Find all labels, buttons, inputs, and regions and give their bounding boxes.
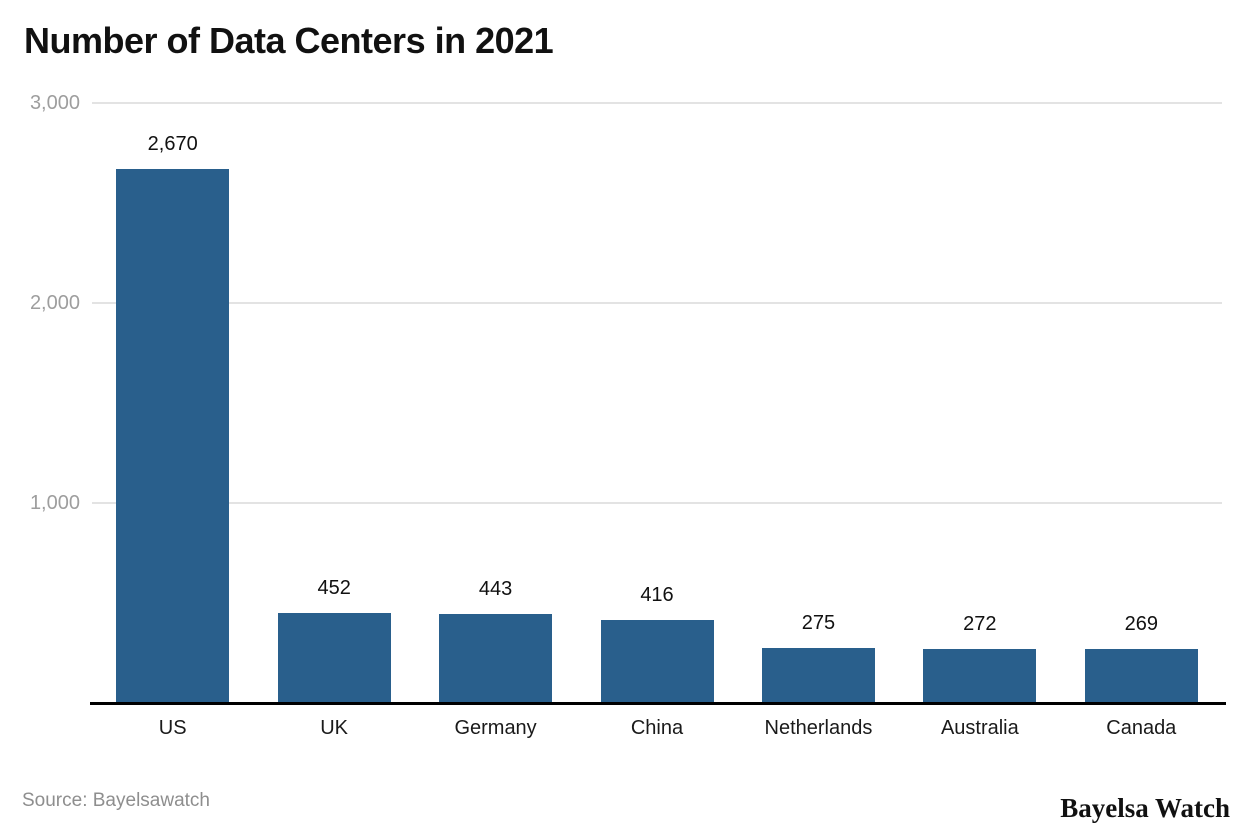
value-label-Netherlands: 275 [801, 612, 836, 634]
x-axis-label-Germany: Germany [454, 717, 537, 739]
value-label-China: 416 [640, 583, 674, 606]
gridline-3,000 [92, 102, 1222, 104]
bar-Canada [1084, 649, 1198, 703]
gridline-1,000 [92, 502, 1222, 504]
bar-US [116, 169, 230, 703]
value-label-Australia: 272 [963, 612, 997, 635]
bar-China [600, 619, 714, 703]
x-axis-label-China: China [630, 717, 684, 739]
chart-title: Number of Data Centers in 2021 [24, 20, 554, 61]
x-axis-label-Canada: Canada [1106, 717, 1177, 739]
y-axis-tick-label: 2,000 [29, 292, 80, 314]
bar-UK [277, 612, 391, 703]
bar-Netherlands [761, 648, 875, 703]
y-axis-tick-label: 3,000 [29, 92, 80, 114]
brand-logo-text: Bayelsa Watch [1060, 793, 1230, 823]
source-note: Source: Bayelsawatch [22, 790, 210, 811]
value-label-Germany: 443 [478, 578, 513, 601]
value-label-UK: 452 [317, 576, 351, 599]
x-axis-label-Netherlands: Netherlands [764, 717, 873, 739]
bar-Germany [439, 614, 553, 703]
value-label-US: 2,670 [147, 133, 198, 155]
x-axis-label-UK: UK [320, 717, 349, 739]
y-axis-tick-label: 1,000 [29, 492, 80, 514]
value-label-Canada: 269 [1124, 613, 1158, 636]
bar-Australia [923, 648, 1037, 703]
x-axis-line [90, 702, 1226, 705]
x-axis-label-Australia: Australia [940, 717, 1019, 739]
x-axis-label-US: US [158, 717, 187, 739]
gridline-2,000 [92, 302, 1222, 304]
